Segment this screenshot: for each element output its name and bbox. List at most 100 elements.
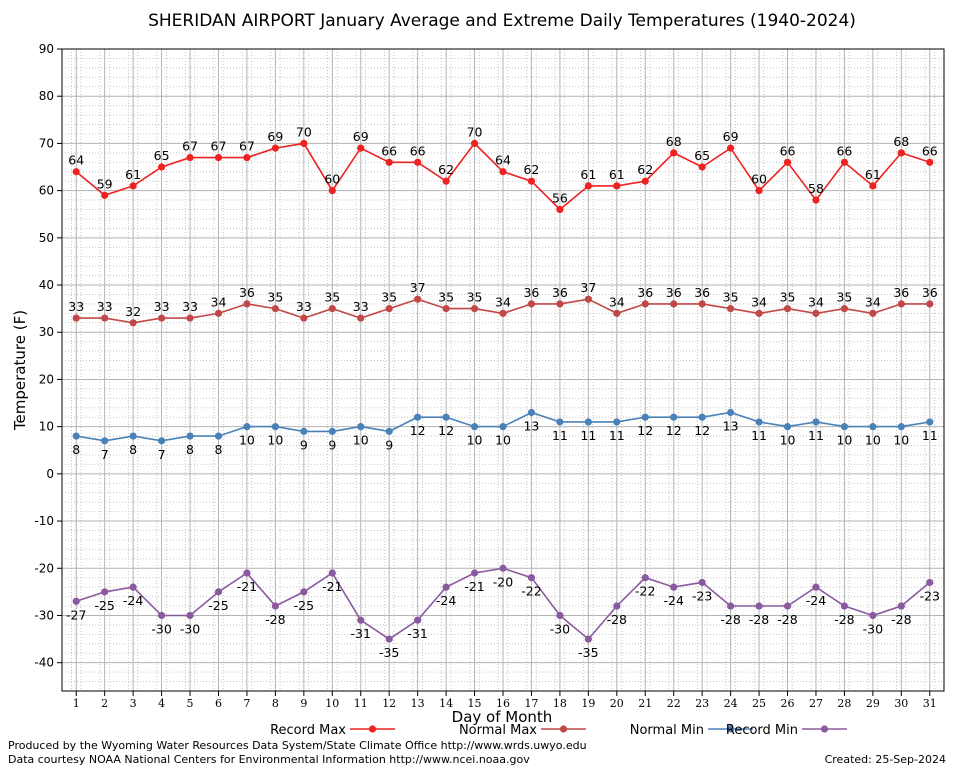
x-tick-label: 28 (837, 697, 851, 710)
data-label: 35 (836, 290, 852, 305)
data-point (755, 418, 763, 426)
data-label: 66 (836, 143, 852, 158)
data-point (670, 583, 678, 591)
x-tick-label: 10 (325, 697, 339, 710)
data-label: 35 (723, 290, 739, 305)
data-point (812, 583, 820, 591)
data-point (556, 611, 564, 620)
data-label: 69 (723, 129, 739, 144)
data-label: 7 (158, 447, 166, 462)
data-point (214, 309, 223, 317)
x-tick-label: 11 (354, 697, 368, 710)
data-label: 32 (125, 304, 141, 319)
data-point (698, 578, 706, 587)
x-tick-label: 13 (411, 697, 425, 710)
data-label: 11 (552, 428, 568, 443)
data-label: 10 (353, 433, 369, 448)
data-point (129, 319, 137, 327)
y-tick-label: 50 (39, 231, 54, 245)
data-label: 10 (836, 433, 852, 448)
data-label: 11 (808, 428, 824, 443)
data-point (300, 139, 308, 148)
data-point (271, 602, 279, 610)
data-point (499, 309, 507, 317)
data-point (129, 583, 137, 591)
data-label: -21 (322, 579, 342, 594)
footer-producer: Produced by the Wyoming Water Resources … (8, 739, 587, 752)
data-point (556, 418, 564, 426)
data-point (470, 305, 479, 313)
data-point (157, 314, 166, 322)
data-label: 36 (694, 285, 710, 300)
data-point (328, 305, 336, 313)
data-point (72, 168, 80, 176)
data-point (470, 569, 479, 577)
data-label: 66 (410, 143, 426, 158)
data-label: 35 (780, 290, 796, 305)
data-point (584, 295, 592, 303)
data-label: 33 (296, 299, 312, 314)
data-label: 11 (580, 428, 596, 443)
data-point (72, 432, 80, 440)
data-point (869, 182, 877, 190)
data-label: 62 (523, 162, 539, 177)
data-label: 12 (666, 423, 682, 438)
data-label: 58 (808, 181, 824, 196)
data-point (186, 314, 194, 322)
data-point (129, 432, 137, 440)
legend-marker (820, 725, 829, 733)
data-label: 34 (211, 294, 227, 309)
data-point (470, 423, 479, 431)
data-label: -23 (692, 588, 712, 603)
data-point (926, 300, 934, 308)
legend-label: Normal Min (630, 723, 704, 738)
data-label: -30 (863, 621, 883, 636)
data-label: -22 (635, 584, 655, 599)
data-label: 35 (381, 290, 397, 305)
data-label: -20 (493, 574, 513, 589)
data-point (385, 158, 393, 166)
data-point (157, 163, 166, 171)
data-label: 10 (239, 433, 255, 448)
data-label: 12 (438, 423, 454, 438)
data-point (613, 182, 621, 190)
data-point (869, 309, 877, 317)
x-tick-label: 14 (439, 697, 453, 710)
data-label: -30 (180, 621, 200, 636)
data-point (584, 182, 592, 190)
data-labels-layer: 64 59 61 65 67 67 67 69 70 60 69 66 66 62 70 64 62 56 61 61… (66, 124, 940, 660)
y-axis-label: Temperature (F) (11, 310, 29, 431)
data-point (727, 408, 735, 417)
data-label: 61 (609, 167, 625, 182)
data-point (442, 413, 450, 421)
y-tick-label: 0 (46, 467, 54, 481)
y-tick-label: -40 (34, 656, 54, 670)
data-point (357, 314, 365, 322)
data-point (613, 418, 621, 426)
data-point (129, 182, 137, 190)
data-point (271, 305, 279, 313)
data-label: -28 (749, 612, 769, 627)
data-point (243, 300, 251, 308)
data-point (840, 305, 849, 313)
data-label: 66 (922, 143, 938, 158)
data-point (442, 177, 450, 185)
data-point (584, 635, 592, 643)
footer-data-source: Data courtesy NOAA National Centers for … (8, 753, 530, 766)
data-point (72, 314, 80, 322)
data-point (613, 602, 621, 610)
data-point (727, 144, 735, 152)
data-point (328, 427, 336, 435)
data-point (243, 153, 251, 162)
data-point (186, 611, 194, 620)
y-tick-label: -20 (34, 561, 54, 575)
x-tick-label: 3 (130, 697, 137, 710)
data-point (897, 602, 905, 610)
data-label: -25 (208, 598, 228, 613)
data-label: -25 (94, 598, 114, 613)
y-tick-label: -10 (34, 514, 54, 528)
data-label: 9 (328, 437, 336, 452)
data-point (783, 305, 792, 313)
data-point (670, 300, 678, 308)
